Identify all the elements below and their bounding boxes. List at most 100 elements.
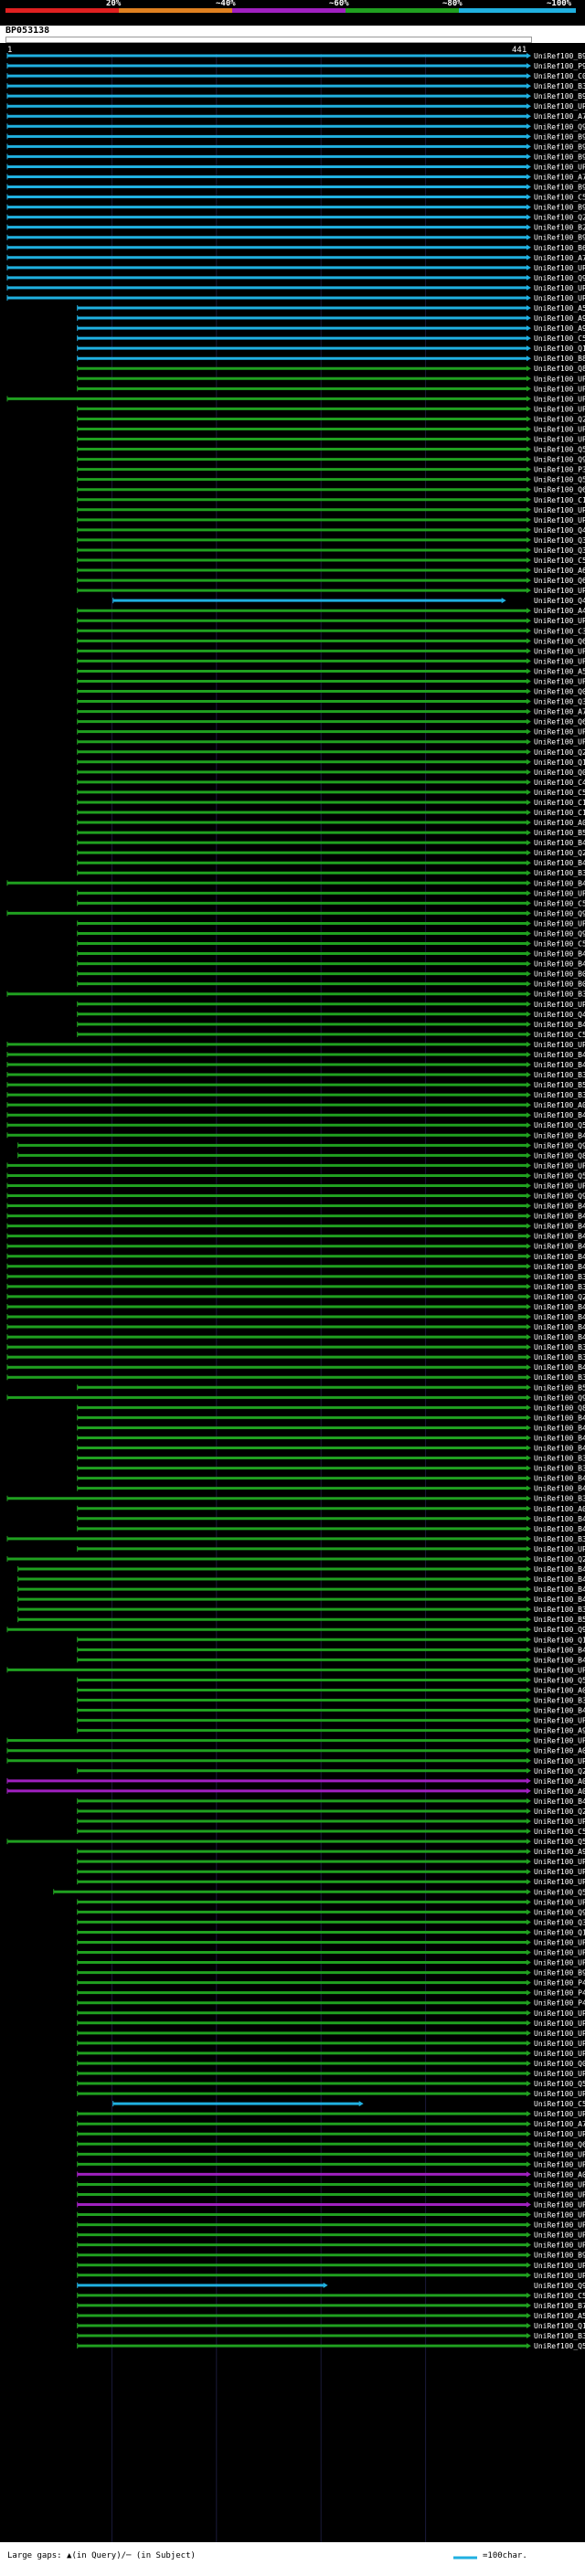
hit-label[interactable]: UniRef100_A7PHB0 — [534, 254, 585, 262]
hit-label[interactable]: UniRef100_UPI000... — [534, 284, 585, 292]
hit-label[interactable]: UniRef100_UPI000... — [534, 2050, 585, 2058]
hit-label[interactable]: UniRef100_UPI000... — [534, 2231, 585, 2240]
hit-label[interactable]: UniRef100_B4N085 — [534, 1595, 585, 1604]
hit-label[interactable]: UniRef100_Q0P4W0 — [534, 688, 585, 696]
hit-label[interactable]: UniRef100_Q29451 — [534, 415, 585, 423]
hit-label[interactable]: UniRef100_B4Q992 — [534, 1424, 585, 1432]
hit-label[interactable]: UniRef100_Q3UGH3 — [534, 536, 585, 545]
hit-label[interactable]: UniRef100_B4HYR2 — [534, 1233, 585, 1241]
hit-label[interactable]: UniRef100_B5X3K7 — [534, 1383, 585, 1392]
hit-label[interactable]: UniRef100_B4MUB1 — [534, 950, 585, 959]
hit-label[interactable]: UniRef100_B3H6B8 — [534, 82, 585, 90]
hit-label[interactable]: UniRef100_UPI000... — [534, 1757, 585, 1765]
hit-label[interactable]: UniRef100_Q24175 — [534, 1807, 585, 1816]
hit-label[interactable]: UniRef100_UPI000... — [534, 375, 585, 383]
hit-label[interactable]: UniRef100_A9SWR3 — [534, 314, 585, 323]
hit-label[interactable]: UniRef100_B4N086 — [534, 1656, 585, 1664]
hit-label[interactable]: UniRef100_B3MJ18 — [534, 1535, 585, 1543]
hit-label[interactable]: UniRef100_UPI000... — [534, 2262, 585, 2270]
hit-label[interactable]: UniRef100_Q9VKV1 — [534, 1394, 585, 1402]
hit-label[interactable]: UniRef100_A0EAB1 — [534, 1686, 585, 1694]
hit-label[interactable]: UniRef100_C3ZQH5 — [534, 627, 585, 635]
hit-label[interactable]: UniRef100_A0EB02 — [534, 1747, 585, 1755]
hit-label[interactable]: UniRef100_B9IA69 — [534, 204, 585, 212]
hit-label[interactable]: UniRef100_UPI000... — [534, 2090, 585, 2098]
hit-label[interactable]: UniRef100_UPI000... — [534, 738, 585, 747]
hit-label[interactable]: UniRef100_B5DKX2 — [534, 1616, 585, 1624]
hit-label[interactable]: UniRef100_B3MU19 — [534, 1465, 585, 1473]
hit-label[interactable]: UniRef100_B4N087 — [534, 1323, 585, 1331]
hit-label[interactable]: UniRef100_B4N089 — [534, 1303, 585, 1311]
hit-label[interactable]: UniRef100_UPI000... — [534, 1858, 585, 1866]
hit-label[interactable]: UniRef100_B3ML27 — [534, 1495, 585, 1503]
hit-label[interactable]: UniRef100_UPI000... — [534, 2272, 585, 2280]
hit-label[interactable]: UniRef100_Q6P762 — [534, 637, 585, 645]
hit-label[interactable]: UniRef100_B4QSE4 — [534, 1203, 585, 1211]
hit-label[interactable]: UniRef100_P49641-2 — [534, 1979, 585, 1988]
hit-label[interactable]: UniRef100_B5DKX1 — [534, 829, 585, 837]
hit-label[interactable]: UniRef100_A0E6D6 — [534, 1787, 585, 1796]
hit-label[interactable]: UniRef100_C5WPS3 — [534, 2292, 585, 2300]
hit-label[interactable]: UniRef100_Q20829 — [534, 1767, 585, 1776]
hit-label[interactable]: UniRef100_B4N088 — [534, 1646, 585, 1654]
hit-label[interactable]: UniRef100_B3N7E3 — [534, 1606, 585, 1614]
hit-label[interactable]: UniRef100_C1L2P7 — [534, 809, 585, 817]
hit-label[interactable]: UniRef100_Q6DI34 — [534, 2140, 585, 2148]
hit-label[interactable]: UniRef100_B4Q794 — [534, 1223, 585, 1231]
hit-label[interactable]: UniRef100_B2ZGK2 — [534, 224, 585, 232]
hit-label[interactable]: UniRef100_UPI000... — [534, 163, 585, 171]
hit-label[interactable]: UniRef100_Q54YF8 — [534, 2342, 585, 2350]
hit-label[interactable]: UniRef100_Q6Q159 — [534, 577, 585, 585]
hit-label[interactable]: UniRef100_B4GJ54 — [534, 1585, 585, 1594]
hit-label[interactable]: UniRef100_UPI000... — [534, 2030, 585, 2038]
hit-label[interactable]: UniRef100_C5WP48 — [534, 334, 585, 343]
hit-label[interactable]: UniRef100_B3MMX1 — [534, 991, 585, 999]
hit-label[interactable]: UniRef100_Q3TBM1 — [534, 546, 585, 555]
hit-label[interactable]: UniRef100_UPI000... — [534, 405, 585, 413]
hit-label[interactable]: UniRef100_B4HMX0 — [534, 859, 585, 867]
hit-label[interactable]: UniRef100_P49641 — [534, 1999, 585, 2008]
hit-label[interactable]: UniRef100_Q23BP9 — [534, 849, 585, 857]
hit-label[interactable]: UniRef100_UPI000... — [534, 385, 585, 393]
hit-label[interactable]: UniRef100_UPI000... — [534, 2190, 585, 2199]
hit-label[interactable]: UniRef100_B4P0P7 — [534, 1475, 585, 1483]
hit-label[interactable]: UniRef100_B4N0A6 — [534, 1575, 585, 1584]
hit-label[interactable]: UniRef100_Q6GHE9 — [534, 486, 585, 494]
hit-label[interactable]: UniRef100_B3RWS5 — [534, 869, 585, 877]
hit-label[interactable]: UniRef100_UPI000... — [534, 2040, 585, 2048]
hit-label[interactable]: UniRef100_P49641-3 — [534, 1989, 585, 1998]
hit-label[interactable]: UniRef100_C5Y397 — [534, 194, 585, 202]
hit-label[interactable]: UniRef100_UPI000... — [534, 2211, 585, 2220]
hit-label[interactable]: UniRef100_B4JQ04 — [534, 1313, 585, 1321]
hit-label[interactable]: UniRef100_A9TGY3 — [534, 324, 585, 333]
hit-label[interactable]: UniRef100_B4GRV0 — [534, 1434, 585, 1442]
hit-label[interactable]: UniRef100_B3ML28 — [534, 1091, 585, 1099]
hit-label[interactable]: UniRef100_B3MM00 — [534, 1283, 585, 1291]
hit-label[interactable]: UniRef100_Q0AUD2 — [534, 769, 585, 777]
hit-label[interactable]: UniRef100_C5DE90 — [534, 557, 585, 565]
hit-label[interactable]: UniRef100_UPI000... — [534, 919, 585, 928]
hit-label[interactable]: UniRef100_UPI000... — [534, 264, 585, 272]
hit-label[interactable]: UniRef100_B4KHH0 — [534, 1061, 585, 1069]
hit-label[interactable]: UniRef100_B9GKN9 — [534, 2252, 585, 2260]
hit-label[interactable]: UniRef100_Q5TXW9 — [534, 2080, 585, 2088]
hit-label[interactable]: UniRef100_Q97357 — [534, 929, 585, 938]
hit-label[interactable]: UniRef100_Q5BEH3 — [534, 446, 585, 454]
hit-label[interactable]: UniRef100_C4Q1R8 — [534, 779, 585, 787]
hit-label[interactable]: UniRef100_B7PY19 — [534, 2302, 585, 2310]
hit-label[interactable]: UniRef100_UPI000... — [534, 647, 585, 655]
hit-label[interactable]: UniRef100_B9RH69 — [534, 184, 585, 192]
hit-label[interactable]: UniRef100_Q07328 — [534, 2060, 585, 2068]
hit-label[interactable]: UniRef100_UPI000... — [534, 1182, 585, 1190]
hit-label[interactable]: UniRef100_UPI000... — [534, 1545, 585, 1553]
hit-label[interactable]: UniRef100_B3RJP2 — [534, 2332, 585, 2340]
hit-label[interactable]: UniRef100_UPI000... — [534, 2242, 585, 2250]
hit-label[interactable]: UniRef100_B4Q796 — [534, 1213, 585, 1221]
hit-label[interactable]: UniRef100_UPI000... — [534, 436, 585, 444]
hit-label[interactable]: UniRef100_B4KYV0 — [534, 1333, 585, 1341]
hit-label[interactable]: UniRef100_Q54YF7 — [534, 1838, 585, 1846]
hit-label[interactable]: UniRef100_P94078 — [534, 62, 585, 70]
hit-label[interactable]: UniRef100_Q9VL12 — [534, 1141, 585, 1150]
hit-label[interactable]: UniRef100_UPI000... — [534, 395, 585, 403]
hit-label[interactable]: UniRef100_Q9LFR0 — [534, 2282, 585, 2290]
